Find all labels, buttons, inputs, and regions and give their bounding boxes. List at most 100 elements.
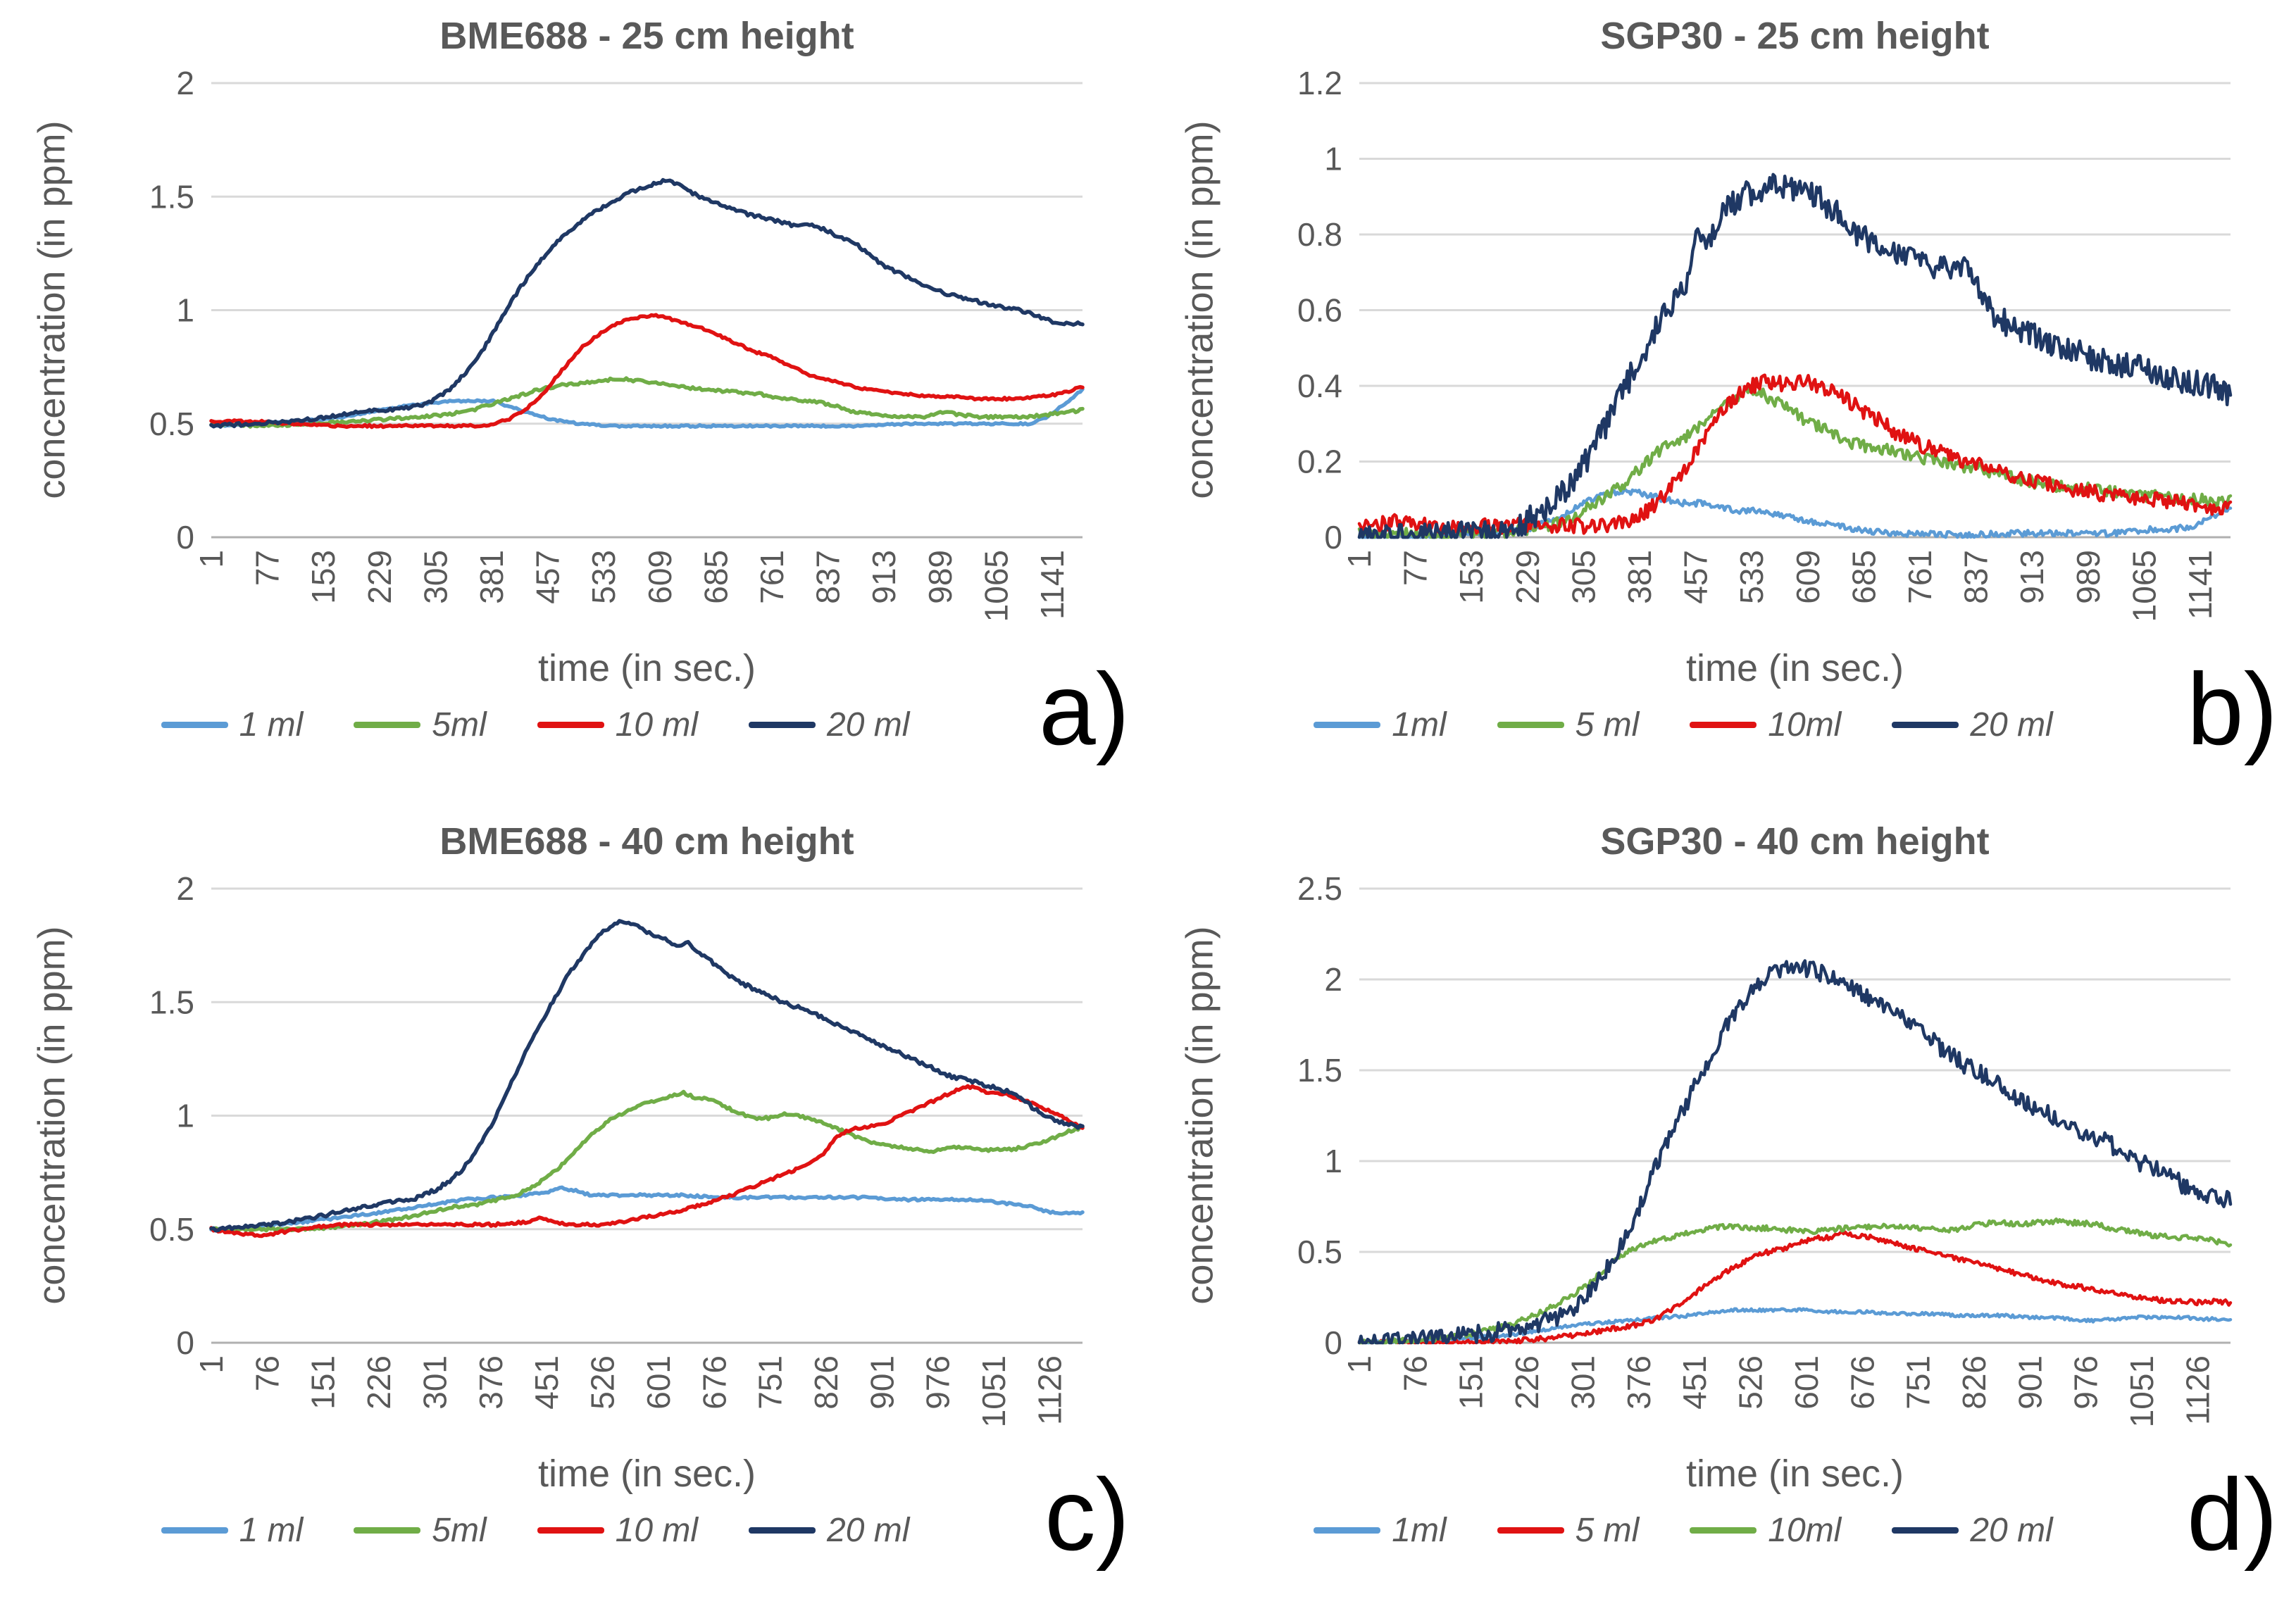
legend-swatch (1892, 722, 1959, 728)
x-tick-label: 76 (249, 1355, 285, 1391)
legend-label: 10 ml (615, 1512, 699, 1549)
x-tick-label: 1065 (978, 550, 1015, 622)
x-tick-label: 685 (1845, 550, 1882, 604)
y-tick-label: 1 (1324, 1143, 1342, 1179)
x-tick-label: 376 (473, 1355, 509, 1410)
x-tick-label: 1 (193, 1355, 230, 1374)
x-tick-label: 151 (1453, 1355, 1490, 1410)
legend-item: 10ml (1690, 706, 1841, 744)
x-tick-label: 305 (417, 550, 454, 604)
legend-item: 5 ml (1497, 706, 1639, 744)
legend-label: 10ml (1768, 1512, 1842, 1549)
x-tick-label: 676 (696, 1355, 732, 1410)
legend-item: 5ml (354, 706, 487, 744)
legend-label: 1 ml (239, 706, 304, 744)
panel-letter: d) (2187, 1458, 2278, 1572)
legend-label: 1ml (1392, 1512, 1447, 1549)
x-tick-label: 601 (640, 1355, 677, 1410)
legend-item: 20 ml (749, 706, 909, 744)
x-axis-title: time (in sec.) (537, 647, 756, 689)
x-tick-label: 826 (808, 1355, 844, 1410)
series-line-10ml (1357, 373, 2233, 535)
x-tick-label: 153 (305, 550, 342, 604)
y-tick-label: 1.5 (149, 178, 194, 215)
x-tick-label: 451 (1676, 1355, 1713, 1410)
panel-letter: c) (1044, 1458, 1130, 1572)
x-tick-label: 976 (920, 1355, 956, 1410)
x-tick-label: 989 (922, 550, 959, 604)
x-tick-label: 451 (528, 1355, 565, 1410)
x-tick-label: 609 (1790, 550, 1826, 604)
x-tick-label: 229 (1509, 550, 1546, 604)
x-tick-label: 76 (1397, 1355, 1433, 1391)
x-tick-label: 901 (2011, 1355, 2048, 1410)
plot-area: 0 0.5 1 1.5 2 1 76 151 226 301 376 451 526 601 676 751 8… (149, 870, 1085, 1427)
x-tick-label: 1126 (1031, 1355, 1068, 1425)
legend-label: 10 ml (615, 706, 699, 744)
legend-swatch (1314, 722, 1381, 728)
legend-swatch (161, 1527, 228, 1534)
x-tick-label: 153 (1453, 550, 1490, 604)
x-tick-label: 901 (863, 1355, 900, 1410)
series-line-20ml (209, 177, 1085, 429)
y-tick-label: 1.2 (1297, 65, 1342, 101)
legend-swatch (161, 722, 228, 728)
series-line-5ml (209, 376, 1085, 429)
x-tick-label: 381 (473, 550, 510, 604)
x-tick-label: 1 (1341, 550, 1378, 568)
x-tick-label: 1126 (2179, 1355, 2216, 1425)
legend-item: 1 ml (161, 1511, 303, 1550)
plot-area: 0 0.2 0.4 0.6 0.8 1 1.2 1 77 153 229 305 381 457 533 60… (1297, 65, 2233, 622)
legend-swatch (1892, 1527, 1959, 1534)
legend-swatch (749, 1527, 816, 1534)
series-line-20ml (1357, 959, 2233, 1345)
x-tick-label: 77 (1397, 550, 1434, 586)
legend-swatch (749, 722, 816, 728)
series-line-10ml (1357, 1217, 2233, 1345)
legend: 1 ml 5ml 10 ml 20 ml (0, 706, 1071, 744)
y-tick-label: 0 (1324, 1324, 1342, 1361)
x-tick-label: 837 (1958, 550, 1995, 604)
x-tick-label: 1141 (1034, 550, 1071, 620)
legend-label: 20 ml (1970, 706, 2053, 744)
x-tick-label: 1051 (2123, 1355, 2160, 1427)
x-tick-label: 601 (1788, 1355, 1825, 1410)
x-tick-label: 376 (1621, 1355, 1657, 1410)
x-tick-label: 761 (1902, 550, 1938, 604)
x-tick-label: 751 (752, 1355, 789, 1410)
panel-letter: b) (2187, 652, 2278, 766)
y-tick-label: 0 (1324, 519, 1342, 556)
chart-panel-a: BME688 - 25 cm height concentration (in … (0, 0, 1148, 806)
legend-swatch (1314, 1527, 1381, 1534)
y-tick-label: 0.8 (1297, 216, 1342, 253)
x-tick-label: 989 (2070, 550, 2107, 604)
y-tick-label: 0.6 (1297, 292, 1342, 329)
series-line-5ml (1357, 1230, 2233, 1345)
y-tick-label: 1.5 (149, 984, 194, 1020)
legend-swatch (1497, 1527, 1564, 1534)
chart-panel-d: SGP30 - 40 cm height concentration (in p… (1148, 806, 2296, 1611)
legend-item: 20 ml (749, 1511, 909, 1550)
legend-label: 20 ml (827, 706, 910, 744)
x-tick-label: 761 (754, 550, 790, 604)
chart-title: BME688 - 40 cm height (439, 820, 854, 863)
y-tick-label: 2 (176, 870, 194, 907)
legend-swatch (537, 1527, 604, 1534)
legend-item: 10ml (1690, 1511, 1841, 1550)
x-tick-label: 301 (1565, 1355, 1602, 1410)
x-tick-label: 1051 (975, 1355, 1012, 1427)
series-line-5ml (1357, 386, 2233, 539)
chart-panel-b: SGP30 - 25 cm height concentration (in p… (1148, 0, 2296, 806)
x-tick-label: 457 (530, 550, 566, 604)
y-tick-label: 0.5 (149, 406, 194, 442)
x-tick-label: 457 (1678, 550, 1714, 604)
x-tick-label: 1065 (2126, 550, 2163, 622)
series-line-10ml (209, 313, 1085, 430)
x-tick-label: 1141 (2182, 550, 2219, 620)
series-line-1ml (209, 1185, 1085, 1232)
legend-item: 1 ml (161, 706, 304, 744)
x-tick-label: 226 (361, 1355, 397, 1410)
legend: 1ml 5 ml 10ml 20 ml (1148, 1511, 2219, 1550)
legend-label: 10ml (1768, 706, 1842, 744)
